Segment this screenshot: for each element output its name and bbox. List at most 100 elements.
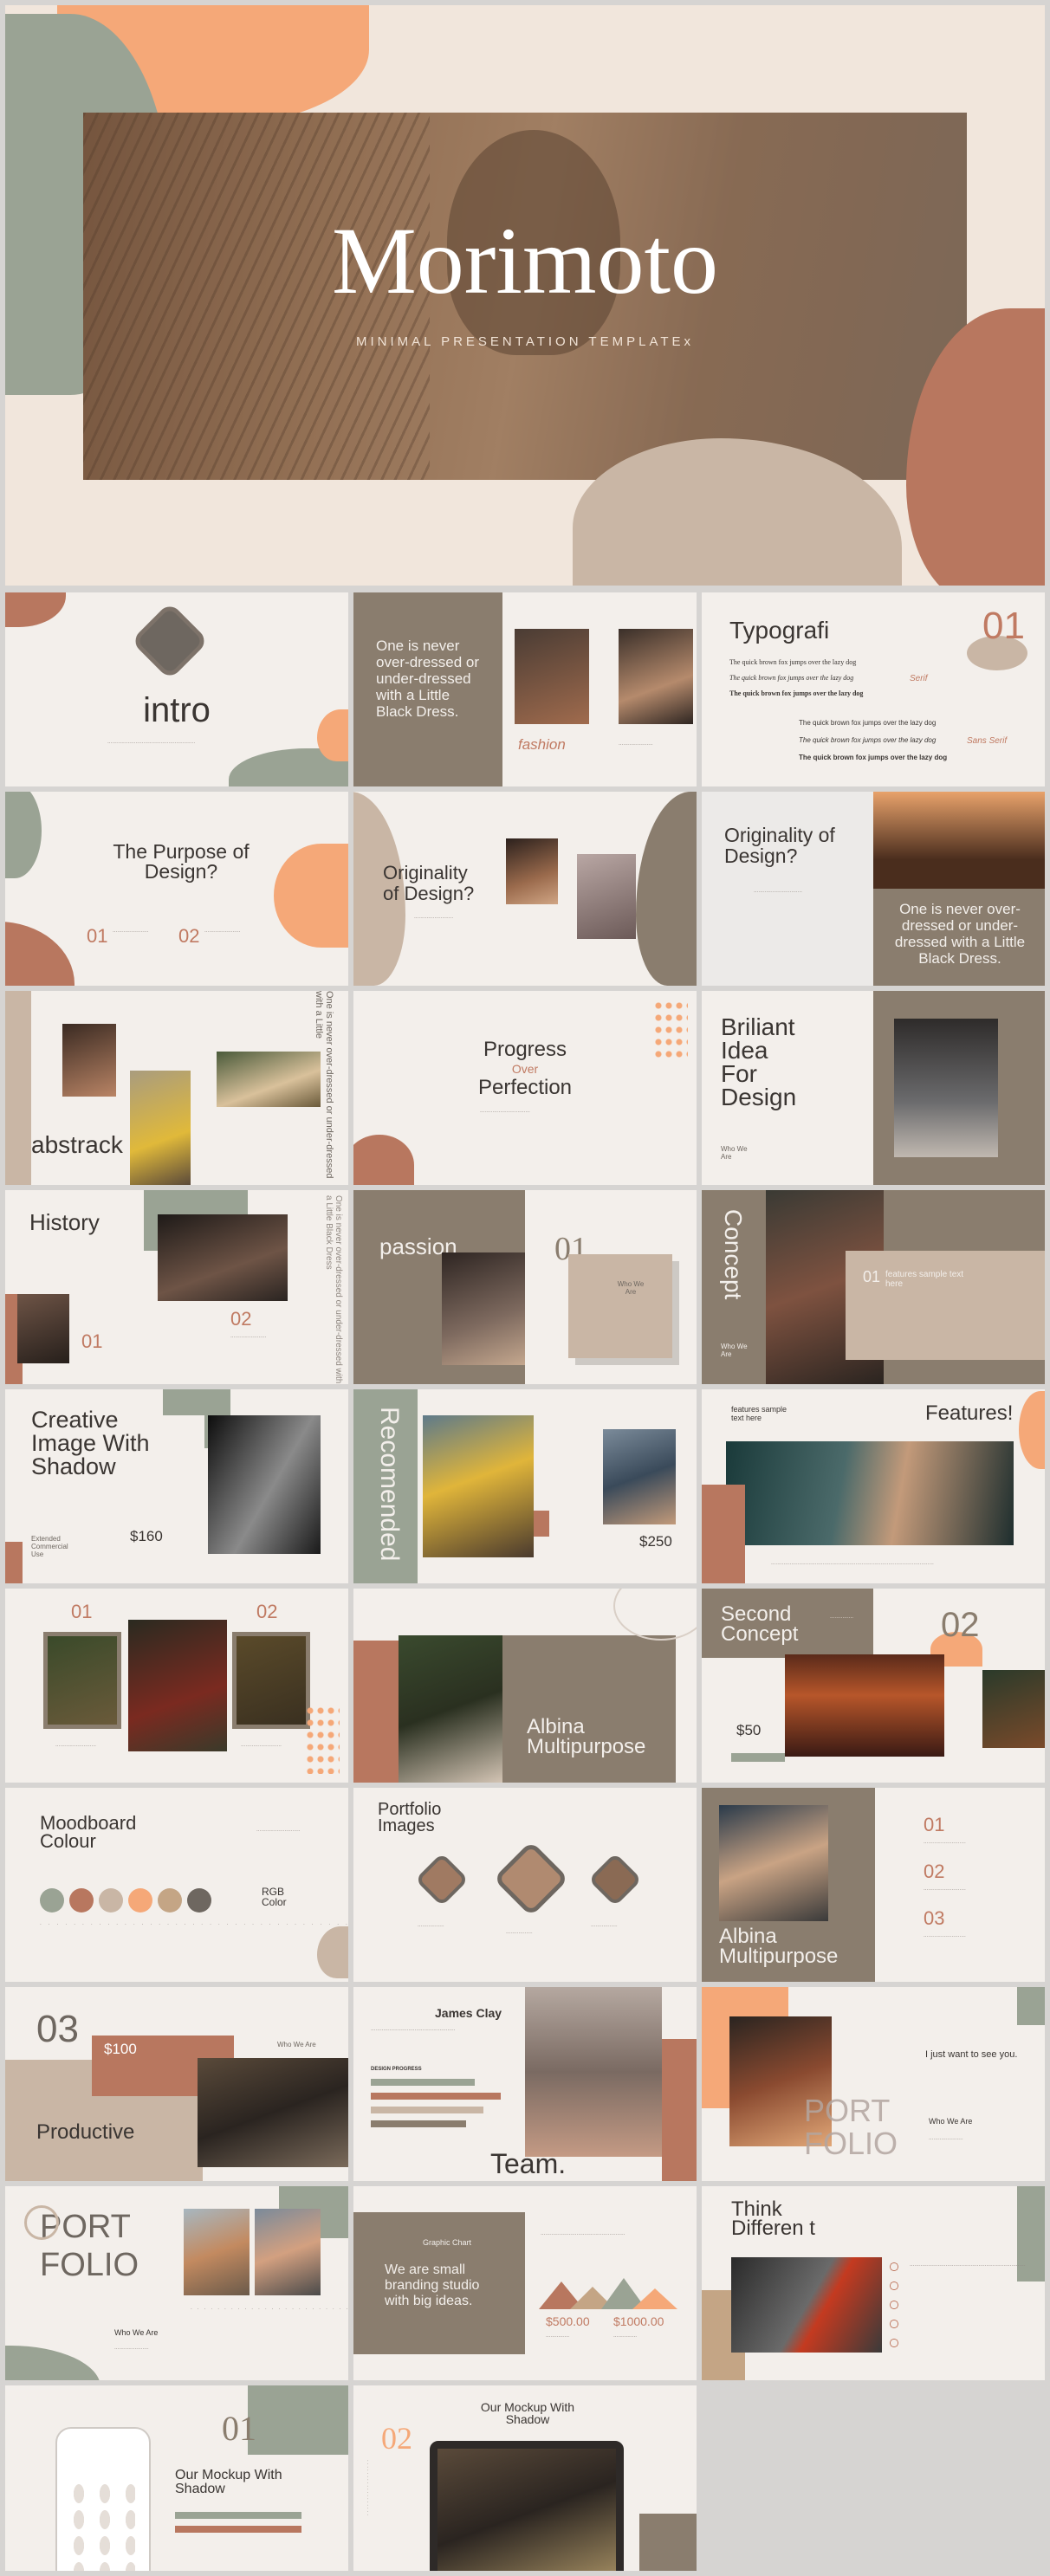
taupe-panel <box>873 889 1045 986</box>
slide-concept[interactable]: Concept Who We Are 01 features sample te… <box>702 1190 1045 1384</box>
typografi-number: 01 <box>982 605 1025 647</box>
swatch-terracotta <box>69 1888 94 1913</box>
taupe-panel <box>353 2212 525 2354</box>
diamond-photo <box>130 601 210 681</box>
slide-purpose[interactable]: The Purpose of Design? 01 ..............… <box>5 792 348 986</box>
sans-line-2: The quick brown fox jumps over the lazy … <box>799 736 937 744</box>
slide-progress[interactable]: Progress Over Perfection ...............… <box>353 991 697 1185</box>
progress-paragraph: ................................ <box>480 1108 530 1114</box>
slide-trio[interactable]: 01 02 .......................... .......… <box>5 1589 348 1783</box>
creative-title: Creative Image With Shadow <box>31 1407 150 1479</box>
portfolio-images-title: Portfolio Images <box>378 1800 442 1835</box>
mockup-2-vertical: .................. <box>366 2460 371 2518</box>
grey-panel <box>702 792 873 986</box>
slide-recomended[interactable]: Recomended $250 <box>353 1389 697 1583</box>
second-paragraph: ............... <box>830 1614 854 1620</box>
photo-friends <box>423 1415 534 1557</box>
slide-features[interactable]: features sample text here Features! ....… <box>702 1389 1045 1583</box>
typografi-title: Typografi <box>729 617 830 644</box>
sand-panel <box>5 991 31 1185</box>
portfolio-tagline: I just want to see you. <box>925 2049 1018 2060</box>
sage-strip <box>1017 1987 1045 2025</box>
never-paragraph: ...................... <box>619 741 653 747</box>
rgb-label: RGB Color <box>262 1886 287 1908</box>
triangle-4 <box>632 2288 677 2309</box>
swatch-dark <box>187 1888 211 1913</box>
albina-2-number-3: 03 <box>924 1907 945 1929</box>
slide-hero[interactable]: Morimoto MINIMAL PRESENTATION TEMPLATEx <box>5 5 1045 586</box>
team-title: Team. <box>490 2148 567 2179</box>
tablet-mockup <box>430 2441 624 2571</box>
mockup-1-title: Our Mockup With Shadow <box>175 2468 282 2496</box>
slide-originality-2[interactable]: Originality of Design? .................… <box>702 792 1045 986</box>
history-number-2: 02 <box>230 1308 252 1330</box>
sans-line-1: The quick brown fox jumps over the lazy … <box>799 719 937 727</box>
sage-strip <box>1017 2186 1045 2282</box>
concept-who: Who We Are <box>721 1343 748 1358</box>
photo-dress <box>619 629 693 724</box>
slide-graphic[interactable]: Graphic Chart We are small branding stud… <box>353 2186 697 2380</box>
serif-line-3: The quick brown fox jumps over the lazy … <box>729 689 864 697</box>
portfolio-paragraph: ...................... <box>929 2135 963 2141</box>
slide-creative[interactable]: Creative Image With Shadow $160 Extended… <box>5 1389 348 1583</box>
creative-price: $160 <box>130 1528 163 1544</box>
slide-productive[interactable]: 03 $100 Who We Are Productive <box>5 1987 348 2181</box>
slide-intro[interactable]: intro ..................................… <box>5 592 348 786</box>
slide-think[interactable]: Think Differen t .......................… <box>702 2186 1045 2380</box>
productive-price: $100 <box>104 2041 137 2057</box>
swatch-values: ....................................... <box>40 1920 348 1926</box>
photo-portfolio-a <box>184 2209 250 2295</box>
slide-history[interactable]: History 01 02 ....................... On… <box>5 1190 348 1384</box>
albina-2-para-3: ........................... <box>924 1932 966 1938</box>
portfolio-2-paragraph: ...................... <box>114 2345 149 2351</box>
slide-briliant[interactable]: Briliant Idea For Design Who We Are <box>702 991 1045 1185</box>
triangle-1 <box>539 2282 584 2309</box>
sage-panel <box>353 1389 418 1583</box>
never-quote: One is never over-dressed or under-dress… <box>376 638 480 720</box>
albina-2-para-2: ........................... <box>924 1886 966 1892</box>
features-sample: features sample text here <box>731 1405 788 1422</box>
slide-portfolio-1[interactable]: I just want to see you. PORT FOLIO Who W… <box>702 1987 1045 2181</box>
line-rings <box>613 1589 697 1641</box>
photo-portrait-1 <box>506 838 558 904</box>
photo-history-1 <box>158 1214 288 1301</box>
slide-originality-1[interactable]: Originality of Design? .................… <box>353 792 697 986</box>
originality-title-2: Originality of Design? <box>724 824 835 867</box>
mockup-bar-1 <box>175 2512 301 2519</box>
slide-mockup-2[interactable]: Our Mockup With Shadow 02 ..............… <box>353 2385 697 2571</box>
slide-portfolio-2[interactable]: PORT FOLIO ............................ … <box>5 2186 348 2380</box>
slide-team[interactable]: James Clay .............................… <box>353 1987 697 2181</box>
slide-typografi[interactable]: Typografi 01 The quick brown fox jumps o… <box>702 592 1045 786</box>
slide-portfolio-images[interactable]: Portfolio Images ................. .....… <box>353 1788 697 1982</box>
slide-passion[interactable]: passion 01 Who We Are <box>353 1190 697 1384</box>
triangle-3 <box>601 2278 646 2309</box>
slide-albina-1[interactable]: Albina Multipurpose <box>353 1589 697 1783</box>
sage-block <box>248 2385 348 2455</box>
purpose-title: The Purpose of Design? <box>113 840 250 883</box>
passion-who: Who We Are <box>617 1280 645 1296</box>
petals <box>653 1000 688 1060</box>
terracotta-strip <box>353 1641 399 1783</box>
taupe-panel <box>502 1635 676 1783</box>
slide-abstrack[interactable]: abstrack One is never over-dressed or un… <box>5 991 348 1185</box>
photo-eiffel-couple <box>525 1987 662 2157</box>
photo-abs-3 <box>217 1052 321 1107</box>
slide-albina-2[interactable]: Albina Multipurpose 01 .................… <box>702 1788 1045 1982</box>
history-title: History <box>29 1209 100 1235</box>
serif-line-1: The quick brown fox jumps over the lazy … <box>729 658 857 666</box>
ring-outline <box>24 2205 59 2240</box>
slide-moodboard[interactable]: Moodboard Colour .......................… <box>5 1788 348 1982</box>
sand-blob <box>317 1926 348 1978</box>
photo-albina <box>399 1635 502 1783</box>
slide-mockup-1[interactable]: 01 Our Mockup With Shadow <box>5 2385 348 2571</box>
sage-bar <box>731 1753 785 1762</box>
diamond-2 <box>493 1841 569 1917</box>
portfolio-para-2: ................. <box>506 1929 533 1935</box>
slide-second-concept[interactable]: Second Concept ............... 02 $50 <box>702 1589 1045 1783</box>
slide-never-overdressed[interactable]: One is never over-dressed or under-dress… <box>353 592 697 786</box>
graphic-quote: We are small branding studio with big id… <box>385 2262 480 2308</box>
intro-title: intro <box>143 691 211 729</box>
concept-sample: features sample text here <box>885 1270 964 1289</box>
photo-portfolio <box>729 2016 832 2146</box>
swatch-peach <box>128 1888 152 1913</box>
